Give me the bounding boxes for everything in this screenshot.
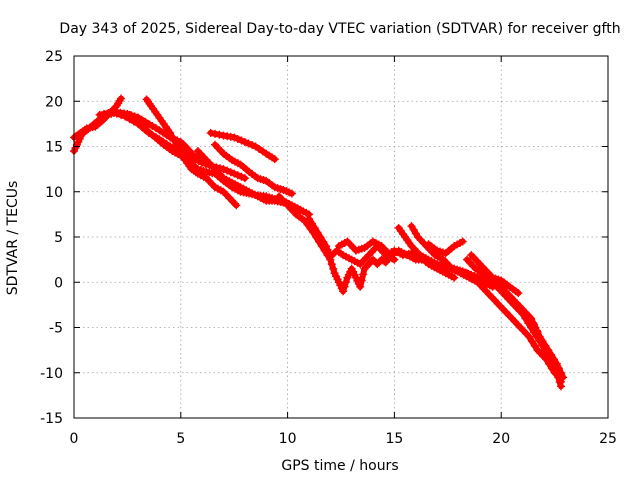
x-tick-label: 20 [492, 431, 510, 447]
data-point [226, 168, 235, 177]
y-tick-label: -10 [40, 366, 63, 382]
data-point [240, 137, 249, 146]
data-point [340, 282, 349, 291]
data-point [108, 108, 117, 117]
x-tick-label: 5 [176, 431, 185, 447]
data-point [359, 270, 368, 279]
data-point [316, 233, 325, 242]
data-point [116, 94, 125, 103]
data-point [552, 368, 561, 377]
y-tick-label: 5 [54, 230, 63, 246]
data-point [215, 130, 224, 139]
data-point [529, 318, 538, 327]
y-tick-label: 25 [45, 49, 63, 65]
series-arc-3 [95, 108, 249, 183]
data-point [244, 139, 253, 148]
data-point [117, 111, 126, 120]
data-point [232, 201, 241, 210]
data-point [450, 273, 459, 282]
data-point [223, 166, 232, 175]
data-point [219, 165, 228, 174]
data-point [95, 110, 104, 119]
data-point [554, 373, 563, 382]
data-point [211, 129, 220, 138]
data-point [230, 169, 239, 178]
data-point [323, 245, 332, 254]
data-point [194, 157, 203, 166]
axis-ticks: 0 5 10 15 20 25 -15 -10 -5 0 5 10 15 20 25 [40, 49, 617, 447]
data-point [531, 323, 540, 332]
y-tick-label: -15 [40, 411, 63, 427]
data-point [313, 228, 322, 237]
data-point [287, 189, 296, 198]
data-point [319, 237, 328, 246]
data-point [390, 255, 399, 264]
data-point [555, 377, 564, 386]
data-point [339, 287, 348, 296]
data-point [248, 141, 257, 150]
data-point [191, 155, 200, 164]
chart-title: Day 343 of 2025, Sidereal Day-to-day VTE… [59, 21, 620, 37]
data-point [233, 171, 242, 180]
series-arc-17 [529, 318, 566, 391]
data-point [356, 282, 365, 291]
data-point [99, 109, 108, 118]
data-point [527, 337, 536, 346]
data-point [304, 214, 313, 223]
data-traces [70, 94, 568, 391]
x-tick-label: 0 [70, 431, 79, 447]
x-tick-label: 25 [599, 431, 617, 447]
data-point [530, 341, 539, 350]
y-axis-title: SDTVAR / TECUs [5, 181, 21, 296]
data-point [233, 134, 242, 143]
data-point [240, 174, 249, 183]
data-point [237, 136, 246, 145]
data-point [307, 219, 316, 228]
data-point [327, 260, 336, 269]
data-point [310, 224, 319, 233]
data-point [357, 276, 366, 285]
data-point [112, 109, 121, 118]
series-line [395, 224, 564, 385]
y-tick-label: -5 [49, 321, 63, 337]
data-point [230, 199, 239, 208]
series-arc-12 [394, 223, 566, 386]
data-point [270, 155, 279, 164]
data-point [206, 128, 215, 137]
data-point [533, 328, 542, 337]
data-point [557, 382, 566, 391]
data-point [322, 242, 331, 251]
data-point [524, 332, 533, 341]
data-point [104, 108, 113, 117]
data-point [458, 237, 467, 246]
y-tick-label: 15 [45, 140, 63, 156]
data-point [514, 289, 523, 298]
x-axis-title: GPS time / hours [281, 458, 398, 474]
data-point [237, 172, 246, 181]
data-point [168, 132, 177, 141]
x-tick-label: 15 [385, 431, 403, 447]
y-tick-label: 10 [45, 185, 63, 201]
data-point [342, 278, 351, 287]
y-tick-label: 0 [54, 275, 63, 291]
y-tick-label: 20 [45, 94, 63, 110]
series-arc-14 [424, 237, 467, 258]
series-arc-8 [206, 128, 279, 164]
data-point [324, 249, 333, 258]
data-point [329, 264, 338, 273]
series-arc-7 [210, 140, 296, 198]
data-point [166, 128, 175, 137]
data-point [296, 205, 305, 214]
data-point [230, 133, 239, 142]
x-tick-label: 10 [279, 431, 297, 447]
